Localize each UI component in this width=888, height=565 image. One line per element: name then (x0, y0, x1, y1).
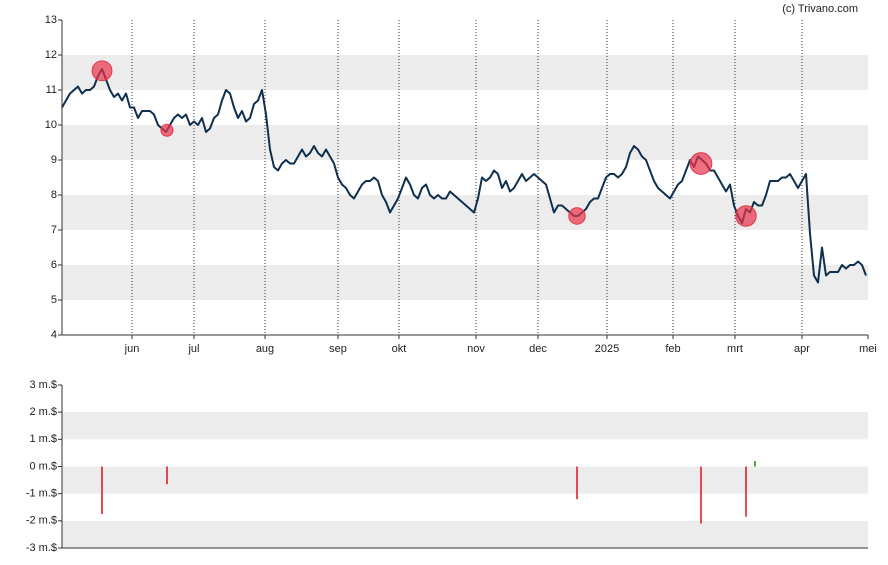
y-tick-label: 6 (51, 259, 57, 271)
y-tick-label: 3 m.$ (29, 379, 57, 391)
x-tick-label: apr (794, 343, 810, 355)
y-tick-label: -1 m.$ (26, 488, 57, 500)
x-tick-label: okt (392, 343, 407, 355)
x-tick-label: sep (329, 343, 347, 355)
band (62, 265, 868, 300)
trade-marker (160, 123, 174, 137)
trade-marker (735, 205, 757, 227)
x-tick-label: nov (467, 343, 485, 355)
band (62, 125, 868, 160)
x-tick-label: 2025 (595, 343, 619, 355)
y-tick-label: 2 m.$ (29, 406, 57, 418)
x-tick-label: jul (187, 343, 199, 355)
trade-marker (689, 152, 713, 175)
band (62, 412, 868, 440)
y-tick-label: 13 (45, 14, 57, 26)
y-tick-label: 9 (51, 154, 57, 166)
x-tick-label: jun (124, 343, 140, 355)
y-tick-label: 8 (51, 189, 57, 201)
credit: (c) Trivano.com (782, 3, 858, 15)
y-tick-label: 7 (51, 224, 57, 236)
band (62, 520, 868, 548)
band (62, 466, 868, 494)
x-tick-label: dec (529, 343, 547, 355)
y-tick-label: 11 (46, 84, 57, 96)
y-tick-label: 5 (51, 294, 57, 306)
trade-marker (568, 207, 586, 225)
x-tick-label: mei (859, 343, 877, 355)
y-tick-label: 4 (51, 329, 57, 341)
y-tick-label: -3 m.$ (26, 542, 57, 554)
y-tick-label: 1 m.$ (29, 433, 57, 445)
y-tick-label: 10 (45, 119, 57, 131)
y-tick-label: 0 m.$ (29, 460, 57, 472)
y-tick-label: -2 m.$ (26, 515, 57, 527)
trade-marker (91, 60, 113, 82)
x-tick-label: feb (665, 343, 680, 355)
y-tick-label: 12 (45, 49, 57, 61)
x-tick-label: mrt (727, 343, 743, 355)
x-tick-label: aug (256, 343, 274, 355)
band (62, 55, 868, 90)
price-line (61, 68, 867, 284)
